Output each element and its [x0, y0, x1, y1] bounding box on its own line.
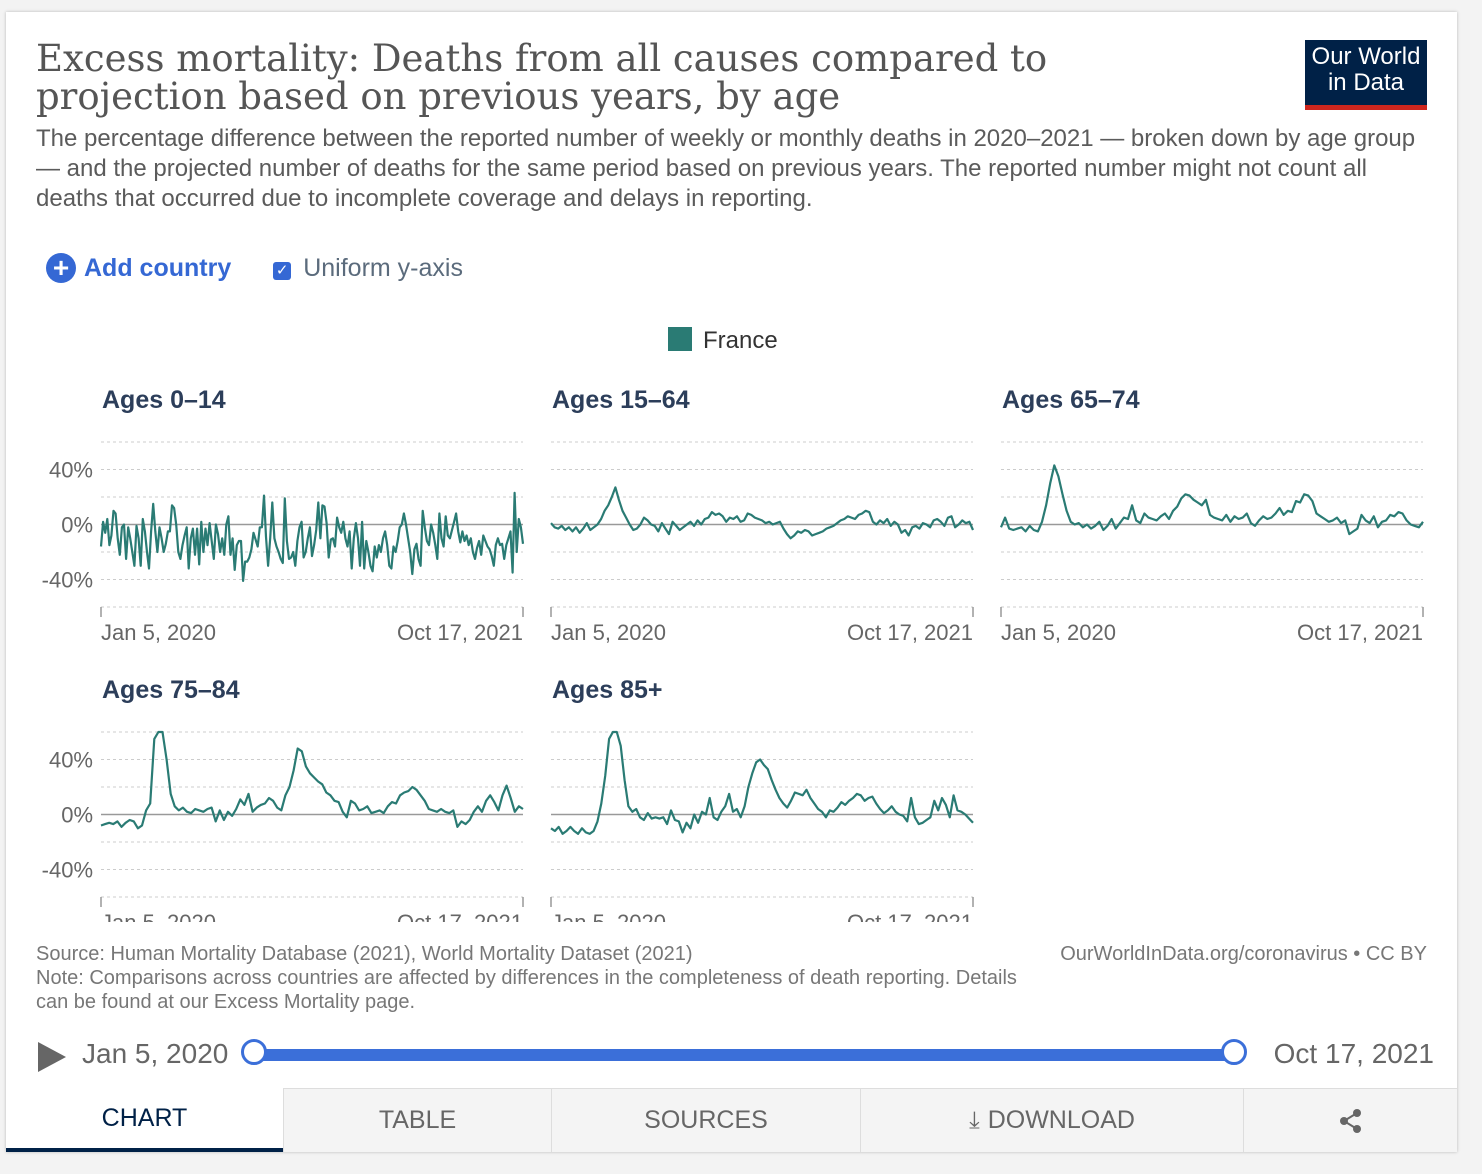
owid-logo[interactable]: Our World in Data [1305, 40, 1427, 110]
chart-controls: + Add country ✓ Uniform y-axis [46, 250, 463, 286]
series-line-france [999, 464, 1424, 536]
series-line-france [550, 486, 975, 540]
x-tick-label-end: Oct 17, 2021 [397, 620, 523, 645]
tab-download[interactable]: ⤓ DOWNLOAD [860, 1088, 1243, 1152]
x-tick-label-end: Oct 17, 2021 [847, 620, 973, 645]
panel-title: Ages 75–84 [102, 676, 240, 704]
plus-icon: + [46, 253, 76, 283]
x-tick-label-start: Jan 5, 2020 [101, 910, 216, 922]
chart-title: Excess mortality: Deaths from all causes… [36, 37, 1048, 118]
x-tick-label-end: Oct 17, 2021 [1297, 620, 1423, 645]
checkbox-checked-icon[interactable]: ✓ [273, 262, 292, 280]
tab-download-label: DOWNLOAD [987, 1106, 1135, 1134]
x-tick-label-start: Jan 5, 2020 [551, 620, 666, 645]
source-text: Source: Human Mortality Database (2021),… [36, 943, 693, 965]
add-country-label: Add country [84, 253, 232, 282]
x-tick-label-start: Jan 5, 2020 [1001, 620, 1116, 645]
logo-line-1: Our World [1311, 43, 1421, 70]
uniform-y-axis-label: Uniform y-axis [303, 253, 463, 282]
footer-source-note: Source: Human Mortality Database (2021),… [36, 942, 1036, 1014]
timeline-end-label: Oct 17, 2021 [1273, 1038, 1434, 1069]
timeline: Jan 5, 2020 Oct 17, 2021 [36, 1036, 1436, 1076]
series-line-france [99, 491, 525, 582]
panel-title: Ages 85+ [552, 676, 663, 704]
timeline-end-handle[interactable] [1221, 1039, 1247, 1065]
y-tick-label: 40% [49, 458, 93, 483]
tab-sources-label: SOURCES [644, 1106, 768, 1134]
uniform-y-axis-toggle[interactable]: ✓ Uniform y-axis [273, 254, 463, 283]
tab-table-label: TABLE [378, 1106, 457, 1134]
attribution-link[interactable]: OurWorldInData.org/coronavirus • CC BY [1060, 943, 1427, 965]
y-tick-label: 0% [61, 803, 93, 828]
panel-title: Ages 65–74 [1002, 386, 1140, 414]
series-line-france [550, 730, 974, 835]
tab-sources[interactable]: SOURCES [551, 1088, 860, 1152]
legend-swatch-france [668, 327, 692, 351]
tab-table[interactable]: TABLE [283, 1088, 551, 1152]
timeline-track[interactable] [254, 1049, 1232, 1061]
note-text[interactable]: Note: Comparisons across countries are a… [36, 967, 1017, 1013]
tab-chart-label: CHART [101, 1103, 188, 1132]
tab-bar: CHART TABLE SOURCES ⤓ DOWNLOAD [6, 1088, 1457, 1152]
y-tick-label: -40% [42, 568, 93, 593]
chart-subtitle: The percentage difference between the re… [36, 125, 1416, 212]
add-country-button[interactable]: + Add country [46, 253, 231, 283]
panel-title: Ages 0–14 [102, 386, 226, 414]
share-icon [1339, 1108, 1361, 1133]
panel-title: Ages 15–64 [552, 386, 690, 414]
timeline-start-label: Jan 5, 2020 [82, 1038, 229, 1069]
y-tick-label: -40% [42, 858, 93, 883]
x-tick-label-end: Oct 17, 2021 [397, 910, 523, 922]
chart-card: Excess mortality: Deaths from all causes… [6, 12, 1457, 1152]
x-tick-label-start: Jan 5, 2020 [551, 910, 666, 922]
y-tick-label: 40% [49, 748, 93, 773]
logo-line-2: in Data [1327, 69, 1405, 96]
series-line-france [100, 730, 524, 830]
download-icon: ⤓ [969, 1106, 980, 1134]
play-icon[interactable] [38, 1042, 66, 1072]
tab-chart[interactable]: CHART [6, 1088, 283, 1152]
legend-label-france: France [703, 327, 778, 354]
x-tick-label-start: Jan 5, 2020 [101, 620, 216, 645]
share-button[interactable] [1243, 1088, 1457, 1152]
timeline-start-handle[interactable] [241, 1039, 267, 1065]
x-tick-label-end: Oct 17, 2021 [847, 910, 973, 922]
y-tick-label: 0% [61, 513, 93, 538]
small-multiples-chart: France Ages 0–14 40% 0% -40% Jan 5, 2020 Oct 1… [42, 327, 1424, 922]
